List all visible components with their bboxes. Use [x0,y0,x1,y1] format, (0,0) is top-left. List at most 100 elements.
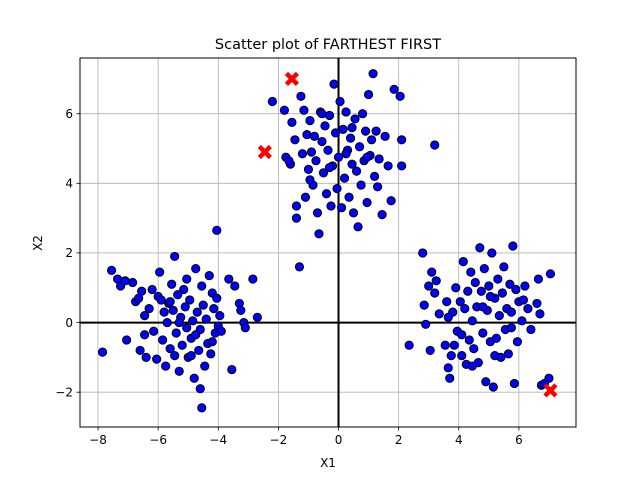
data-point [347,123,357,133]
data-point [156,295,166,305]
data-point [487,248,497,258]
x-ticks: −8 −6 −4 −2 0 2 4 6 [89,427,523,447]
data-point [306,147,317,157]
data-point [140,311,150,321]
x-tick-label: 6 [515,433,523,447]
data-point [332,183,342,194]
data-point [533,274,544,284]
data-point [97,347,108,357]
data-point [198,300,208,310]
data-point [357,109,368,119]
y-tick-label: 4 [65,177,73,191]
data-point [204,270,214,281]
data-point [212,293,222,303]
data-point [418,248,428,258]
data-point [317,109,327,119]
data-point [389,84,399,94]
data-point [191,264,201,274]
data-point [397,161,407,171]
data-point [321,189,332,199]
data-point [303,164,314,174]
data-point [188,316,198,326]
data-point [351,166,362,176]
data-point [165,297,175,307]
data-point [309,131,320,141]
data-point [488,382,498,392]
data-point [267,96,277,107]
data-point [287,117,297,128]
data-point [490,351,500,361]
data-points [97,69,556,413]
data-point [312,208,323,218]
y-tick-label: 6 [65,107,73,121]
data-point [248,274,258,284]
x-axis-label: X1 [320,456,336,470]
data-point [284,156,294,166]
data-point [300,192,311,202]
x-tick-label: −8 [89,433,107,447]
data-point [185,295,195,305]
data-point [362,197,372,208]
data-point [240,323,250,333]
data-point [144,304,154,314]
data-point [360,126,371,136]
data-point [443,363,453,373]
data-point [479,264,489,274]
data-point [294,262,305,272]
data-point [224,274,234,284]
data-point [377,210,387,220]
data-point [297,149,308,159]
data-point [191,330,201,340]
data-point [491,333,501,343]
data-point [135,345,145,356]
data-point [535,309,545,319]
data-point [434,309,444,319]
data-point [445,373,455,383]
x-tick-label: 0 [335,433,343,447]
data-point [345,133,356,143]
data-point [431,276,441,286]
x-tick-label: −6 [149,433,167,447]
data-point [182,323,192,333]
data-point [457,330,467,340]
data-point [197,281,207,291]
data-point [440,340,450,350]
data-point [170,251,180,262]
data-point [291,201,302,211]
data-point [189,373,199,383]
data-point [460,304,470,314]
data-point [518,295,528,305]
data-point [252,312,262,322]
data-point [520,281,530,291]
data-point [506,323,516,333]
data-point [336,203,347,213]
data-point [215,311,225,321]
center-marker [257,144,272,160]
data-point [469,344,479,354]
data-point [425,345,435,356]
data-point [317,136,327,147]
data-point [207,337,217,347]
data-point [236,305,246,315]
data-point [137,286,147,296]
data-point [341,149,351,159]
data-point [305,175,315,185]
data-point [174,366,184,376]
data-point [180,302,190,312]
data-point [463,286,473,296]
data-point [467,316,477,326]
data-point [466,267,476,277]
y-tick-label: 2 [65,246,73,260]
data-point [430,288,440,298]
data-point [509,378,519,389]
data-point [299,105,309,115]
data-point [347,159,357,169]
data-point [421,319,431,329]
data-point [544,373,554,383]
data-point [279,105,290,115]
data-point [369,171,380,181]
data-point [318,168,329,178]
data-point [397,135,407,145]
center-marker [543,383,558,398]
